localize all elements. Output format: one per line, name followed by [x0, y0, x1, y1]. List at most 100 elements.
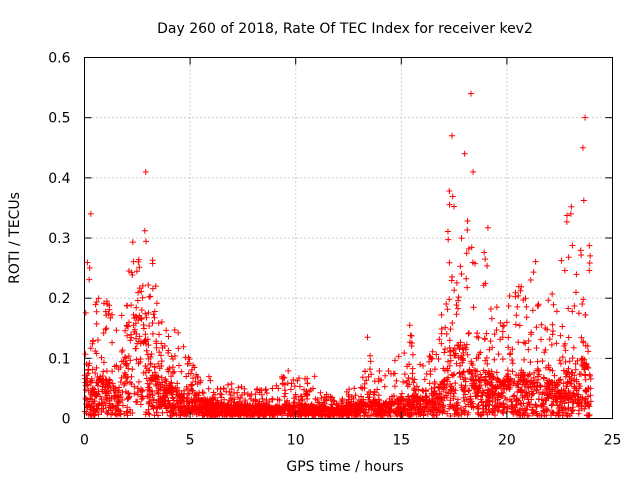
data-point: [582, 342, 589, 349]
data-point: [190, 362, 197, 369]
data-point: [361, 380, 368, 387]
data-point: [417, 394, 424, 401]
data-point: [478, 412, 485, 419]
data-point: [406, 381, 413, 388]
data-point: [533, 386, 540, 393]
data-point: [94, 374, 101, 381]
data-point: [153, 382, 160, 389]
data-point: [149, 260, 156, 267]
data-point: [444, 228, 451, 235]
y-tick-label: 0.5: [48, 111, 70, 127]
data-point: [528, 392, 535, 399]
x-tick-label: 5: [186, 433, 195, 449]
data-point: [451, 345, 458, 352]
data-point: [203, 410, 210, 417]
data-point: [169, 394, 176, 401]
y-tick-label: 0.6: [48, 51, 70, 67]
data-point: [505, 334, 512, 341]
data-point: [515, 292, 522, 299]
data-point: [398, 390, 405, 397]
data-point: [509, 368, 516, 375]
data-point: [525, 412, 532, 419]
data-point: [202, 396, 209, 403]
data-point: [253, 409, 260, 416]
data-point: [570, 344, 577, 351]
data-point: [424, 410, 431, 417]
data-point: [491, 331, 498, 338]
data-point: [569, 404, 576, 411]
data-point: [104, 410, 111, 417]
data-point: [302, 411, 309, 418]
data-point: [569, 354, 576, 361]
data-point: [127, 357, 134, 364]
data-point: [311, 373, 318, 380]
data-point: [426, 353, 433, 360]
data-point: [467, 396, 474, 403]
data-point: [535, 396, 542, 403]
data-point: [460, 368, 467, 375]
data-point: [218, 399, 225, 406]
data-point: [145, 281, 152, 288]
data-point: [126, 319, 133, 326]
data-point: [123, 322, 130, 329]
data-point: [587, 392, 594, 399]
data-point: [178, 368, 185, 375]
data-point: [540, 389, 547, 396]
data-point: [444, 306, 451, 313]
data-point: [481, 335, 488, 342]
data-point: [444, 410, 451, 417]
data-point: [406, 361, 413, 368]
data-point: [359, 374, 366, 381]
data-point: [454, 396, 461, 403]
data-point: [551, 372, 558, 379]
data-point: [431, 412, 438, 419]
data-point: [142, 168, 149, 175]
data-point: [401, 371, 408, 378]
data-point: [296, 407, 303, 414]
data-point: [461, 388, 468, 395]
data-point: [288, 410, 295, 417]
data-point: [158, 374, 165, 381]
data-point: [392, 409, 399, 416]
data-point: [226, 411, 233, 418]
data-point: [365, 373, 372, 380]
data-point: [538, 402, 545, 409]
data-point: [549, 327, 556, 334]
y-tick-label: 0.2: [48, 291, 70, 307]
data-point: [158, 318, 165, 325]
data-point: [447, 326, 454, 333]
data-point: [92, 301, 99, 308]
data-point: [586, 267, 593, 274]
data-point: [432, 406, 439, 413]
y-tick-label: 0.4: [48, 171, 70, 187]
data-point: [238, 383, 245, 390]
data-point: [281, 387, 288, 394]
data-point: [224, 381, 231, 388]
data-point: [308, 405, 315, 412]
data-point: [123, 302, 130, 309]
data-point: [493, 326, 500, 333]
data-point: [560, 380, 567, 387]
data-point: [561, 400, 568, 407]
data-point: [138, 315, 145, 322]
data-point: [499, 408, 506, 415]
data-point: [352, 392, 359, 399]
data-point: [209, 394, 216, 401]
data-point: [360, 402, 367, 409]
x-tick-labels: 0 5 10 15 20 25: [80, 433, 621, 449]
data-points: [81, 90, 594, 420]
data-point: [136, 333, 143, 340]
data-point: [458, 235, 465, 242]
data-point: [184, 410, 191, 417]
data-point: [457, 362, 464, 369]
data-point: [371, 378, 378, 385]
data-point: [542, 325, 549, 332]
data-point: [555, 377, 562, 384]
data-point: [479, 387, 486, 394]
data-point: [443, 331, 450, 338]
data-point: [124, 408, 131, 415]
y-axis-label: ROTI / TECUs: [7, 192, 23, 284]
data-point: [296, 383, 303, 390]
grid-lines: [84, 57, 613, 419]
data-point: [525, 346, 532, 353]
